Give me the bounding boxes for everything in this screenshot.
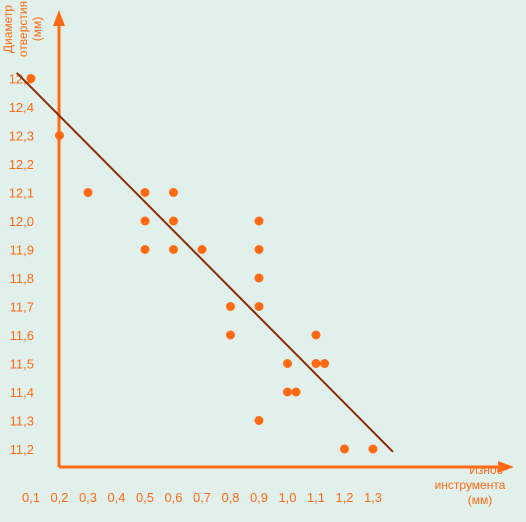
x-axis-title-line: Износ [469, 463, 502, 477]
y-tick-label: 12,2 [9, 157, 34, 172]
data-point [140, 216, 150, 226]
y-tick-label: 11,2 [10, 442, 34, 457]
x-tick-label: 0,7 [193, 490, 211, 505]
data-point [140, 245, 150, 254]
y-tick-label: 12,3 [9, 129, 34, 144]
y-tick-label: 11,5 [10, 357, 34, 372]
y-axis-arrow-icon [53, 10, 65, 26]
data-point [254, 273, 264, 283]
data-point [83, 188, 93, 197]
y-tick-label: 11,4 [10, 385, 34, 400]
y-tick-label: 12,0 [9, 214, 34, 229]
data-point [311, 359, 321, 368]
x-tick-label: 0,9 [250, 490, 268, 505]
y-tick-label: 11,6 [10, 328, 34, 343]
data-point [340, 444, 349, 454]
data-point [291, 387, 301, 397]
y-axis-title-line: Диаметр [1, 5, 15, 54]
x-tick-label: 0,2 [50, 490, 68, 505]
data-point [311, 330, 321, 340]
y-axis-title-line: (мм) [30, 17, 44, 42]
data-point [197, 245, 207, 254]
x-tick-label: 0,8 [221, 490, 239, 505]
data-point [254, 245, 264, 254]
x-tick-label: 1,3 [364, 490, 382, 505]
y-tick-label: 11,7 [10, 300, 34, 315]
x-axis-title-line: (мм) [468, 493, 493, 507]
data-point [169, 216, 178, 226]
data-point [140, 188, 150, 197]
data-point [55, 131, 64, 140]
x-axis-arrow-icon [498, 461, 514, 473]
x-tick-label: 0,1 [22, 490, 40, 505]
x-tick-label: 1,1 [307, 490, 325, 505]
data-points [26, 74, 378, 454]
y-tick-label: 11,9 [10, 243, 34, 258]
data-point [26, 74, 36, 83]
fit-line [16, 72, 394, 453]
y-axis-title-line: отверстия [16, 1, 30, 57]
x-tick-label: 0,3 [79, 490, 97, 505]
x-tick-label: 0,4 [107, 490, 125, 505]
x-tick-labels: 0,1 0,2 0,3 0,4 0,5 0,6 0,7 0,8 0,9 1,0 1,1 1,2 1,3 [22, 490, 382, 505]
data-point [320, 359, 330, 368]
x-tick-label: 0,5 [136, 490, 154, 505]
x-tick-label: 0,6 [164, 490, 182, 505]
data-point [226, 302, 235, 311]
y-tick-labels: 11,2 11,3 11,4 11,5 11,6 11,7 11,8 11,9 12,0 12,1… [9, 72, 34, 458]
fit-line-layer [16, 72, 394, 453]
data-point [169, 245, 178, 254]
data-point [254, 416, 264, 425]
data-point [283, 387, 292, 397]
data-point [283, 359, 292, 368]
x-axis-title-line: инструмента [435, 478, 506, 492]
data-point [226, 330, 235, 340]
y-tick-label: 12,1 [9, 186, 34, 201]
y-tick-label: 11,8 [10, 271, 34, 286]
y-tick-label: 11,3 [10, 414, 34, 429]
y-axis-title: Диаметр отверстия (мм) [1, 1, 44, 57]
data-point [368, 444, 378, 454]
x-tick-label: 1,2 [335, 490, 353, 505]
data-point [254, 302, 264, 311]
data-point [169, 188, 178, 197]
x-tick-label: 1,0 [278, 490, 296, 505]
data-point [254, 216, 264, 226]
axes [53, 10, 514, 473]
y-tick-label: 12,4 [9, 100, 34, 115]
